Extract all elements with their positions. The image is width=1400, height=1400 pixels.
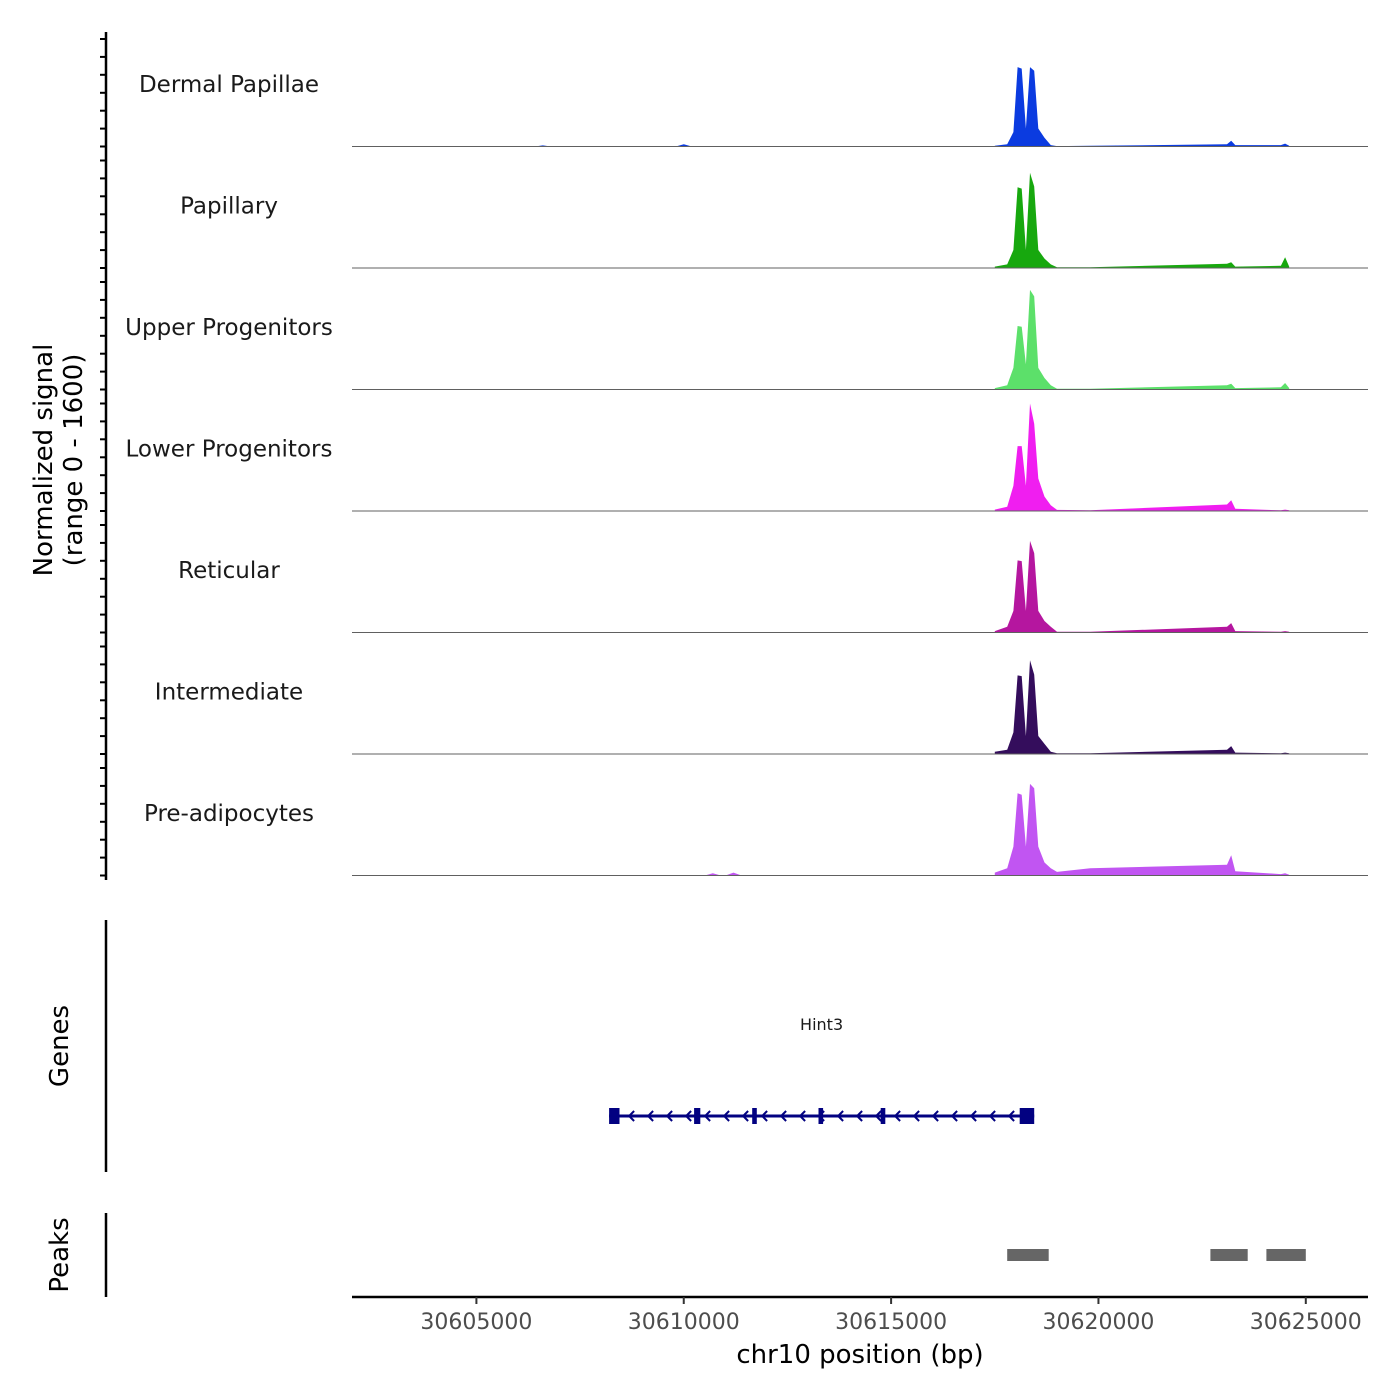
strand-arrow	[969, 1110, 977, 1122]
strand-arrow	[931, 1110, 939, 1122]
x-tick-label: 30615000	[835, 1310, 947, 1335]
peak-region	[1266, 1249, 1306, 1261]
track-upper-progenitors: Upper Progenitors	[125, 289, 1368, 390]
gene-exon	[694, 1108, 701, 1124]
strand-arrow	[627, 1110, 635, 1122]
coverage-y-axis	[100, 32, 108, 880]
strand-arrow	[798, 1110, 806, 1122]
strand-arrow	[760, 1110, 768, 1122]
gene-exon	[609, 1108, 620, 1124]
peak-region	[1007, 1249, 1049, 1261]
gene-name-label: Hint3	[800, 1015, 843, 1034]
strand-arrow	[836, 1110, 844, 1122]
track-lower-progenitors: Lower Progenitors	[126, 403, 1368, 512]
signal-area	[994, 783, 1290, 876]
strand-arrow	[893, 1110, 901, 1122]
signal-area	[994, 540, 1290, 633]
gene-exon	[818, 1108, 824, 1124]
x-tick-label: 30620000	[1042, 1310, 1154, 1335]
track-papillary: Papillary	[180, 172, 1368, 269]
y-axis-title: Normalized signal	[29, 344, 59, 577]
genes-track: Hint3	[104, 920, 1035, 1172]
track-label: Intermediate	[155, 680, 303, 706]
signal-area	[994, 67, 1290, 147]
genes-track-label: Genes	[45, 1005, 75, 1087]
gene-exon	[1019, 1108, 1035, 1124]
x-axis-title: chr10 position (bp)	[736, 1340, 983, 1370]
gene-exon	[880, 1108, 886, 1124]
signal-area	[994, 660, 1290, 754]
strand-arrow	[703, 1110, 711, 1122]
x-tick-label: 30610000	[628, 1310, 740, 1335]
strand-arrow	[722, 1110, 730, 1122]
strand-arrow	[684, 1110, 692, 1122]
track-label: Reticular	[178, 558, 280, 584]
strand-arrow	[950, 1110, 958, 1122]
minor-peak	[1123, 871, 1140, 876]
x-tick-label: 30625000	[1250, 1310, 1362, 1335]
track-label: Dermal Papillae	[139, 72, 319, 98]
strand-arrow	[1007, 1110, 1015, 1122]
strand-arrow	[665, 1110, 673, 1122]
x-tick-label: 30605000	[420, 1310, 532, 1335]
track-dermal-papillae: Dermal Papillae	[139, 67, 1368, 147]
track-label: Lower Progenitors	[126, 437, 333, 463]
minor-peak	[725, 872, 742, 876]
minor-peak	[1156, 871, 1173, 876]
signal-area	[994, 403, 1290, 511]
track-label: Papillary	[180, 194, 278, 220]
coverage-tracks: Dermal Papillae Papillary Upper Progenitor…	[125, 67, 1368, 876]
gene-hint3: Hint3	[609, 1015, 1035, 1124]
signal-area	[994, 289, 1290, 390]
strand-arrow	[912, 1110, 920, 1122]
track-reticular: Reticular	[178, 540, 1368, 633]
strand-arrow	[874, 1110, 882, 1122]
x-axis: 30605000 30610000 30615000 30620000 30625000	[352, 1295, 1368, 1335]
minor-peak	[704, 873, 721, 876]
track-label: Upper Progenitors	[125, 315, 333, 341]
strand-arrow	[646, 1110, 654, 1122]
y-axis-range-label: (range 0 - 1600)	[59, 354, 89, 567]
peak-region	[1210, 1249, 1248, 1261]
gene-exon	[752, 1108, 757, 1124]
track-intermediate: Intermediate	[155, 660, 1368, 755]
strand-arrow	[855, 1110, 863, 1122]
track-pre-adipocytes: Pre-adipocytes	[144, 783, 1368, 876]
minor-peak	[675, 144, 692, 147]
track-label: Pre-adipocytes	[144, 801, 314, 827]
strand-arrow	[988, 1110, 996, 1122]
peaks-track	[104, 1213, 1306, 1297]
strand-arrow	[779, 1110, 787, 1122]
signal-area	[994, 172, 1290, 268]
strand-arrow	[741, 1110, 749, 1122]
peaks-track-label: Peaks	[45, 1217, 75, 1292]
